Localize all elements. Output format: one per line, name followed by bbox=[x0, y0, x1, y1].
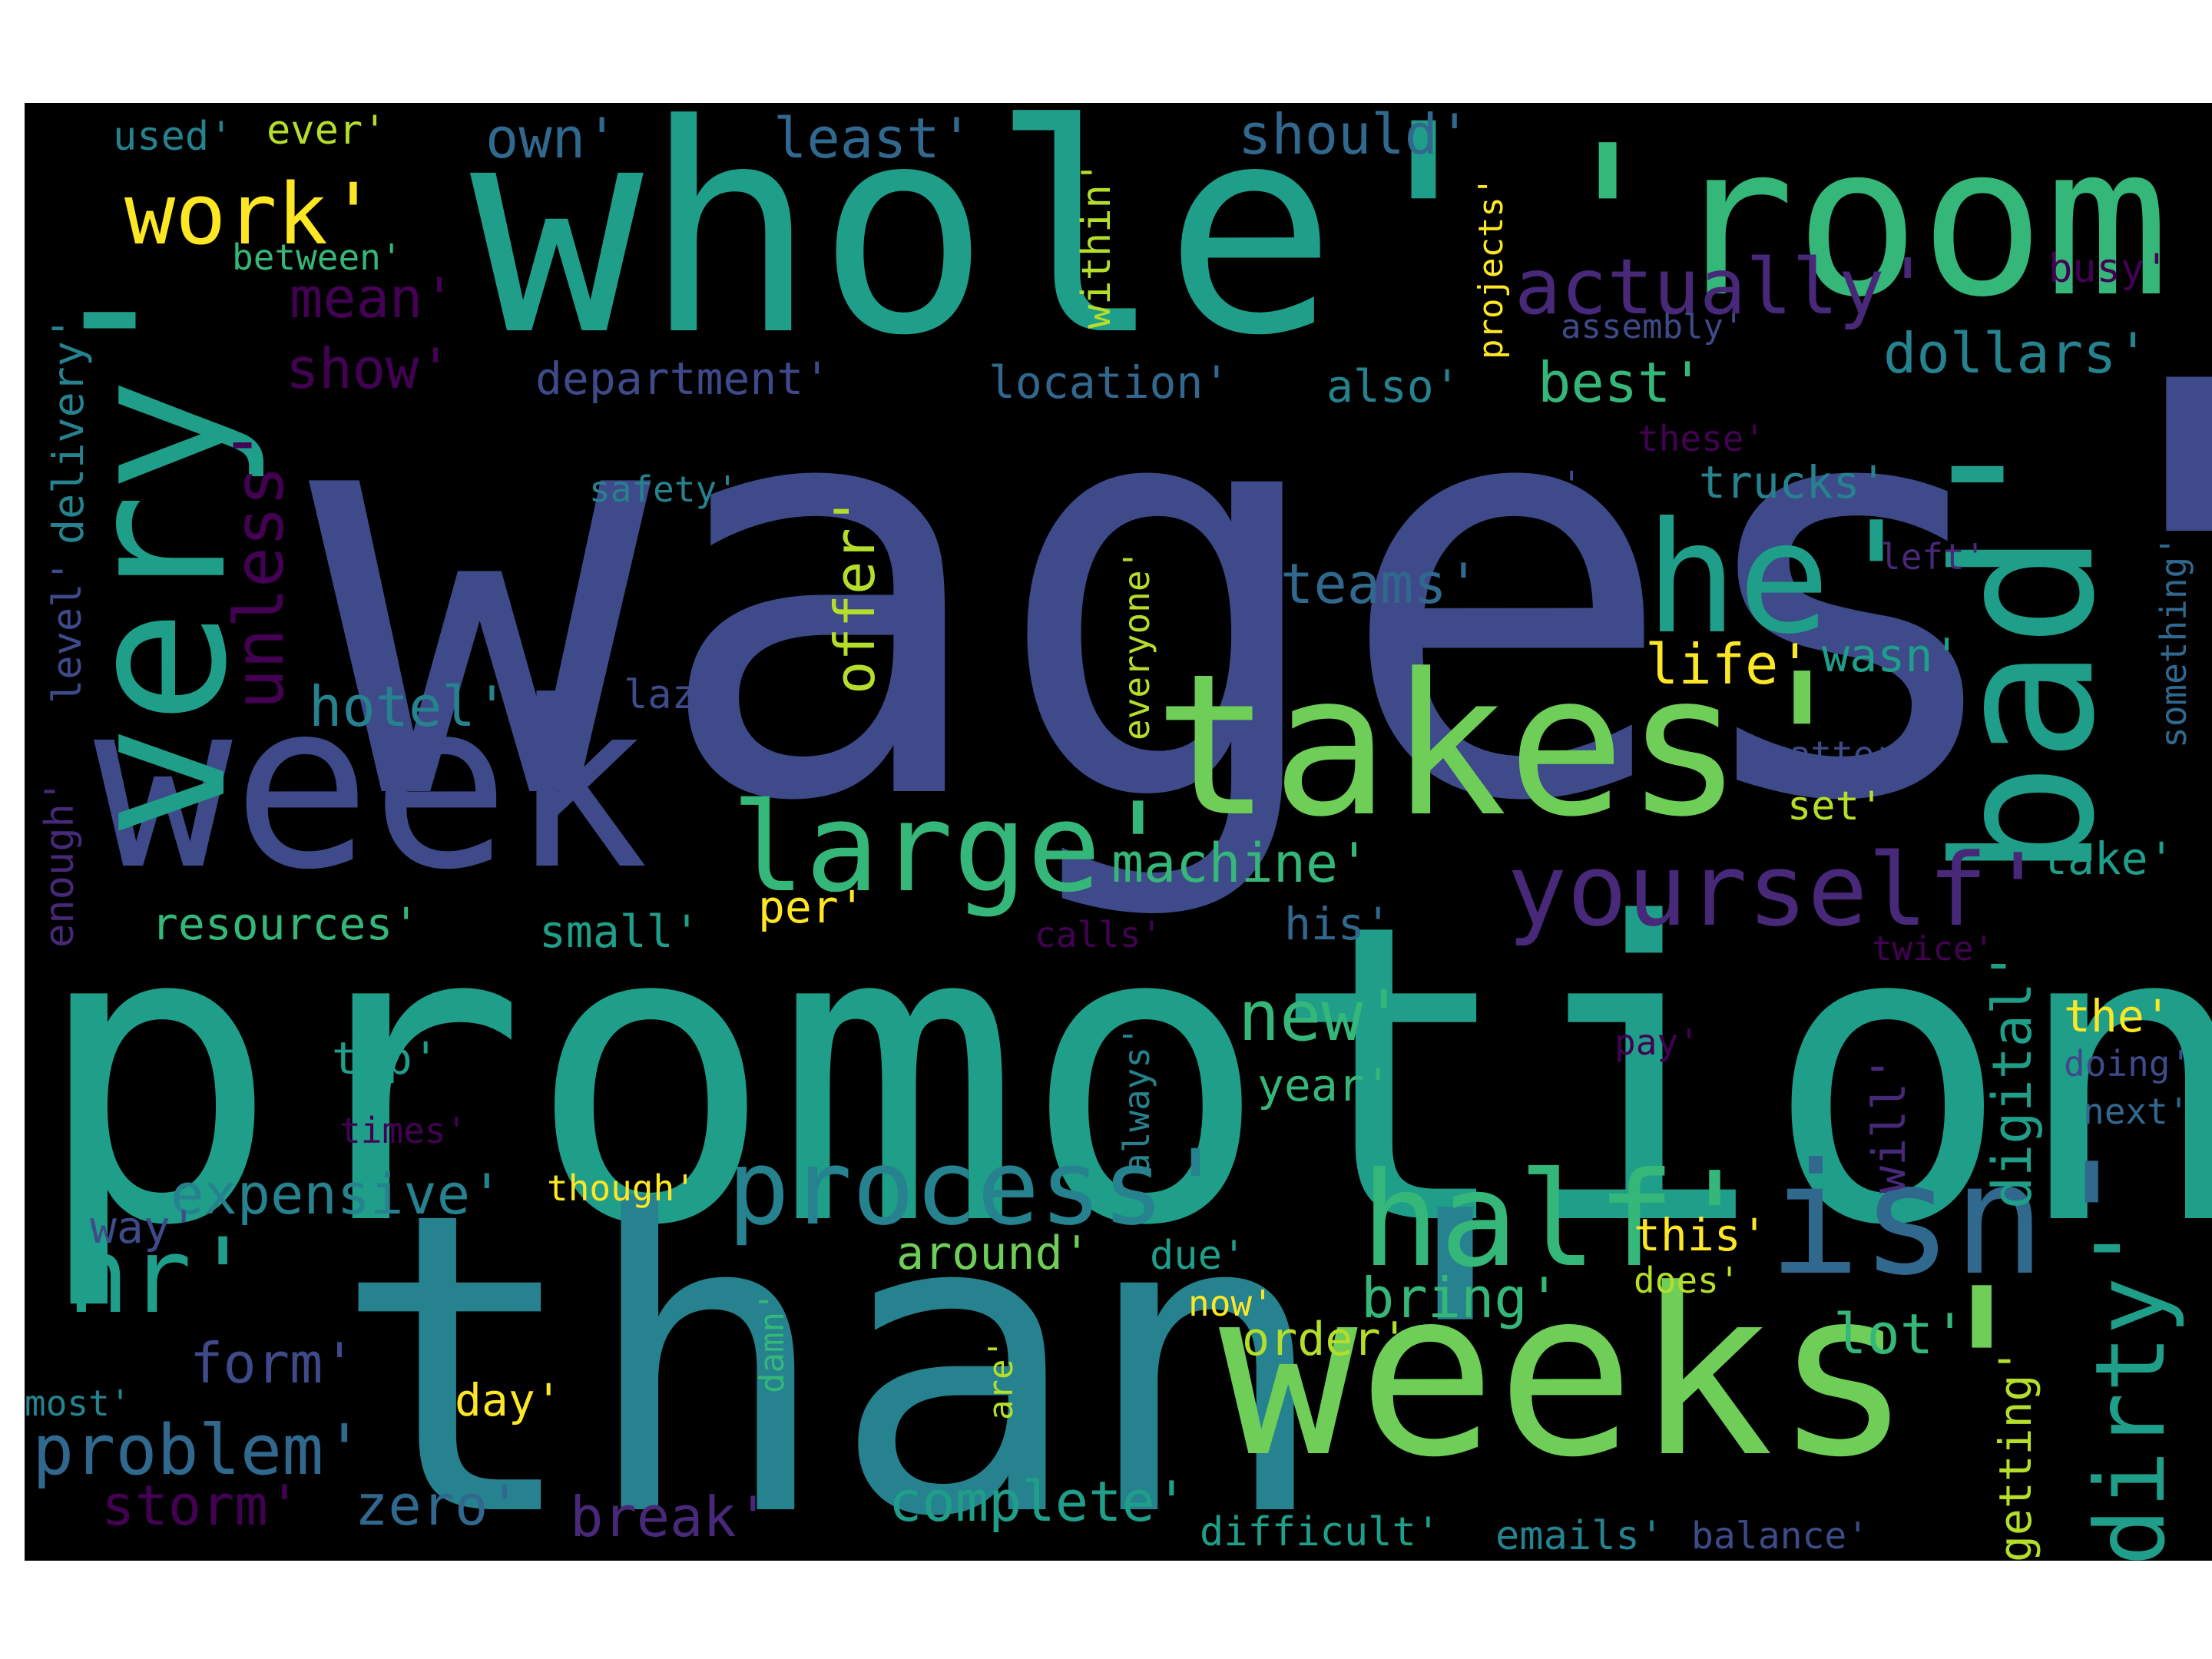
word-than: than' bbox=[332, 1125, 1581, 1561]
word-hotel: hotel' bbox=[309, 674, 509, 739]
word-mean: mean' bbox=[290, 266, 456, 330]
word-busy: busy' bbox=[2048, 246, 2169, 292]
word-safety: safety' bbox=[589, 469, 738, 510]
word-projects: projects' bbox=[1472, 176, 1511, 359]
word-these: these' bbox=[1637, 418, 1766, 459]
word-twice: twice' bbox=[1872, 929, 1994, 969]
word-day: day' bbox=[455, 1374, 562, 1426]
word-hr: hr' bbox=[67, 1216, 254, 1336]
word-problem: problem' bbox=[32, 1410, 366, 1491]
word-actually: actually' bbox=[1515, 242, 1931, 332]
word-cloud: wages' promotion' than' whole' 'room' we… bbox=[25, 103, 2212, 1561]
word-small: small' bbox=[539, 906, 700, 958]
word-pay: pay' bbox=[1614, 1022, 1700, 1063]
word-left: left' bbox=[1879, 536, 1986, 578]
word-ever: ever' bbox=[267, 108, 387, 154]
word-expensive: expensive' bbox=[171, 1162, 504, 1227]
word-weeks: weeks' bbox=[1219, 1240, 2051, 1508]
word-due: due' bbox=[1150, 1233, 1247, 1279]
word-own: own' bbox=[485, 106, 619, 171]
word-times: times' bbox=[339, 1110, 468, 1151]
word-lazy: lazy' bbox=[624, 672, 744, 718]
word-difficult: difficult' bbox=[1200, 1509, 1441, 1555]
word-balance: balance' bbox=[1691, 1515, 1869, 1558]
word-promotion: promotion' bbox=[32, 837, 2212, 1316]
word-are: are' bbox=[982, 1339, 1021, 1420]
word-wages: wages' bbox=[309, 263, 2212, 926]
word-doing: doing' bbox=[2064, 1043, 2192, 1084]
word-lot: lot' bbox=[1833, 1302, 1967, 1366]
word-matter: matter' bbox=[1768, 733, 1917, 775]
word-half: half' bbox=[1361, 1144, 1754, 1296]
word-life: life' bbox=[1645, 632, 1812, 697]
word-around: around' bbox=[896, 1227, 1091, 1280]
word-work: work' bbox=[124, 165, 379, 263]
word-does: does' bbox=[1634, 1260, 1740, 1301]
word-will: will' bbox=[1863, 1055, 1916, 1194]
word-wasn: wasn' bbox=[1822, 629, 1961, 683]
word-best: best' bbox=[1538, 350, 1704, 415]
word-set: set' bbox=[1787, 783, 1884, 830]
word-teams: teams' bbox=[1280, 551, 1481, 616]
word-per: per' bbox=[758, 881, 866, 933]
word-room: 'room' bbox=[1545, 103, 2212, 343]
word-this: this' bbox=[1634, 1209, 1768, 1261]
word-assembly: assembly' bbox=[1561, 307, 1744, 346]
word-year: year' bbox=[1257, 1059, 1392, 1111]
word-storm: storm' bbox=[101, 1473, 302, 1538]
word-zero: zero' bbox=[355, 1473, 522, 1538]
word-should: should' bbox=[1238, 103, 1472, 167]
word-week: week' bbox=[94, 652, 788, 920]
word-department: department' bbox=[535, 353, 831, 405]
word-delivery: delivery' bbox=[44, 315, 93, 545]
word-form: form' bbox=[190, 1331, 356, 1396]
word-unless: unless' bbox=[220, 425, 299, 710]
word-he: he' bbox=[1645, 489, 1923, 668]
word-digital: digital' bbox=[1981, 949, 2044, 1209]
word-the: the' bbox=[2064, 990, 2171, 1042]
word-yourself: yourself' bbox=[1507, 832, 2048, 949]
word-break: break' bbox=[570, 1485, 770, 1549]
word-dollars: dollars' bbox=[1883, 321, 2150, 386]
word-next: next' bbox=[2083, 1091, 2190, 1132]
word-between: between' bbox=[232, 237, 402, 278]
word-something: something' bbox=[2153, 535, 2194, 748]
word-large: large' bbox=[731, 776, 1175, 919]
word-dirty: dirty' bbox=[2075, 1219, 2187, 1561]
word-level: level' bbox=[45, 559, 91, 704]
word-process: process' bbox=[727, 1128, 1227, 1248]
word-whole: whole' bbox=[470, 103, 1511, 399]
word-isn: isn' bbox=[1768, 1131, 2138, 1310]
word-now: now' bbox=[1188, 1283, 1273, 1324]
word-order: order' bbox=[1242, 1313, 1409, 1366]
word-machine: machine' bbox=[1111, 832, 1371, 895]
word-damn: damn' bbox=[753, 1291, 792, 1393]
word-complete: complete' bbox=[889, 1469, 1189, 1534]
word-take: take' bbox=[2041, 833, 2175, 885]
word-though: though' bbox=[547, 1167, 696, 1209]
word-most: most' bbox=[25, 1382, 131, 1424]
word-everyone: everyone' bbox=[1116, 548, 1157, 740]
word-location: location' bbox=[988, 356, 1230, 409]
word-resources: resources' bbox=[151, 898, 420, 950]
word-used: used' bbox=[113, 114, 233, 160]
word-within: within' bbox=[1074, 160, 1120, 329]
word-bring: bring' bbox=[1361, 1266, 1561, 1330]
word-least: least' bbox=[773, 106, 974, 171]
word-takes: takes' bbox=[1154, 632, 1862, 860]
word-emails: emails' bbox=[1495, 1513, 1664, 1559]
word-trucks: trucks' bbox=[1699, 456, 1887, 508]
word-also: also' bbox=[1326, 360, 1461, 412]
word-calls: calls' bbox=[1035, 914, 1163, 955]
word-way: way' bbox=[90, 1201, 197, 1253]
word-always: always' bbox=[1116, 1025, 1157, 1174]
word-new: new' bbox=[1238, 976, 1405, 1057]
word-getting: getting' bbox=[1989, 1347, 2041, 1561]
word-offer: offer' bbox=[823, 494, 887, 694]
word-show: show' bbox=[286, 336, 452, 401]
word-enough: enough' bbox=[37, 779, 83, 948]
word-top: top' bbox=[332, 1032, 439, 1084]
word-his: his' bbox=[1284, 898, 1392, 950]
word-re: re' bbox=[1518, 464, 1583, 505]
